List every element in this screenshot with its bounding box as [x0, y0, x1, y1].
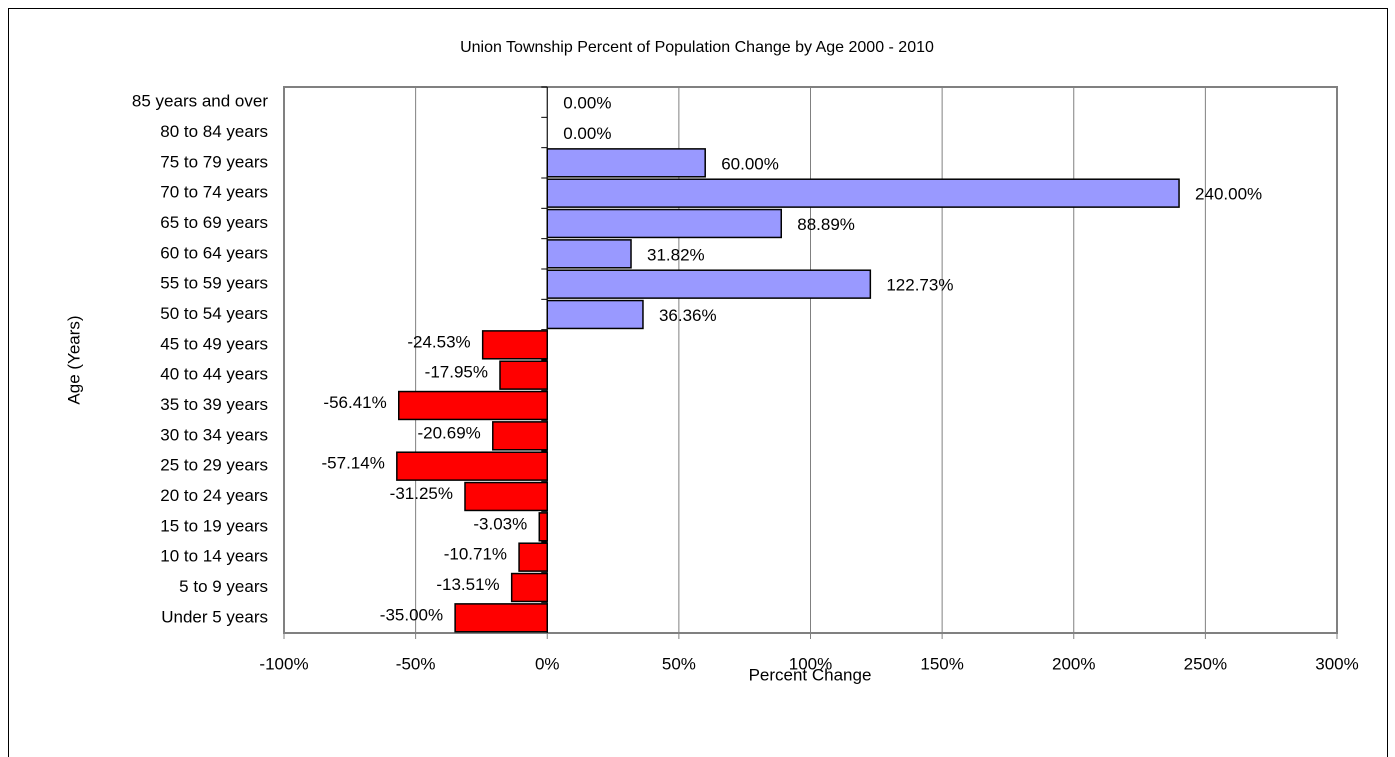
bar: [518, 542, 548, 572]
x-tick-label: 200%: [1052, 654, 1095, 673]
data-label: -35.00%: [380, 605, 443, 624]
data-label: -57.14%: [322, 454, 385, 473]
bar: [546, 269, 872, 299]
data-label: -31.25%: [390, 484, 453, 503]
bar: [546, 299, 644, 330]
y-tick-label: 20 to 24 years: [160, 486, 268, 505]
y-tick-label: 15 to 19 years: [160, 516, 268, 535]
data-label: 36.36%: [659, 306, 717, 325]
x-tick-label: 100%: [789, 654, 832, 673]
data-label: -10.71%: [444, 545, 507, 564]
y-tick-label: 75 to 79 years: [160, 152, 268, 171]
y-tick-label: 25 to 29 years: [160, 456, 268, 475]
y-tick-label: 60 to 64 years: [160, 243, 268, 262]
y-tick-label: 30 to 34 years: [160, 425, 268, 444]
bar: [546, 208, 783, 239]
x-tick-label: 300%: [1315, 654, 1358, 673]
data-label: 88.89%: [797, 215, 855, 234]
y-tick-label: Under 5 years: [161, 607, 268, 626]
bar: [546, 148, 706, 178]
y-tick-label: 5 to 9 years: [179, 577, 268, 596]
y-tick-label: 70 to 74 years: [160, 183, 268, 202]
data-label: 0.00%: [563, 124, 611, 143]
bar: [538, 512, 548, 542]
x-tick-label: -50%: [396, 654, 436, 673]
data-label: 0.00%: [563, 94, 611, 113]
bar: [546, 178, 1180, 208]
y-tick-label: 45 to 49 years: [160, 334, 268, 353]
bar: [464, 481, 548, 512]
data-label: -24.53%: [407, 332, 470, 351]
x-tick-label: 250%: [1184, 654, 1227, 673]
bar: [396, 451, 548, 481]
bar: [510, 572, 549, 603]
bar: [492, 421, 548, 451]
data-label: -3.03%: [473, 514, 527, 533]
y-tick-label: 35 to 39 years: [160, 395, 268, 414]
data-label: -56.41%: [323, 393, 386, 412]
x-tick-label: -100%: [259, 654, 308, 673]
y-tick-label: 55 to 59 years: [160, 274, 268, 293]
y-tick-label: 65 to 69 years: [160, 213, 268, 232]
x-tick-label: 50%: [662, 654, 696, 673]
data-label: -13.51%: [436, 575, 499, 594]
bar: [481, 330, 548, 360]
data-label: 60.00%: [721, 154, 779, 173]
y-tick-label: 40 to 44 years: [160, 365, 268, 384]
data-label: 122.73%: [886, 276, 953, 295]
data-label: 240.00%: [1195, 185, 1262, 204]
x-axis-label: Percent Change: [749, 665, 872, 684]
bar: [454, 603, 548, 633]
y-axis-label: Age (Years): [64, 315, 83, 404]
bar: [398, 390, 548, 421]
data-label: -17.95%: [425, 363, 488, 382]
data-label: -20.69%: [417, 423, 480, 442]
y-tick-label: 10 to 14 years: [160, 547, 268, 566]
x-tick-label: 150%: [920, 654, 963, 673]
bar: [546, 239, 632, 269]
data-label: 31.82%: [647, 245, 705, 264]
chart-title: Union Township Percent of Population Cha…: [460, 39, 934, 56]
y-tick-label: 50 to 54 years: [160, 304, 268, 323]
x-tick-label: 0%: [535, 654, 560, 673]
bar: [499, 360, 548, 390]
plot-border: [283, 86, 1338, 634]
y-tick-label: 85 years and over: [132, 92, 268, 111]
y-tick-label: 80 to 84 years: [160, 122, 268, 141]
